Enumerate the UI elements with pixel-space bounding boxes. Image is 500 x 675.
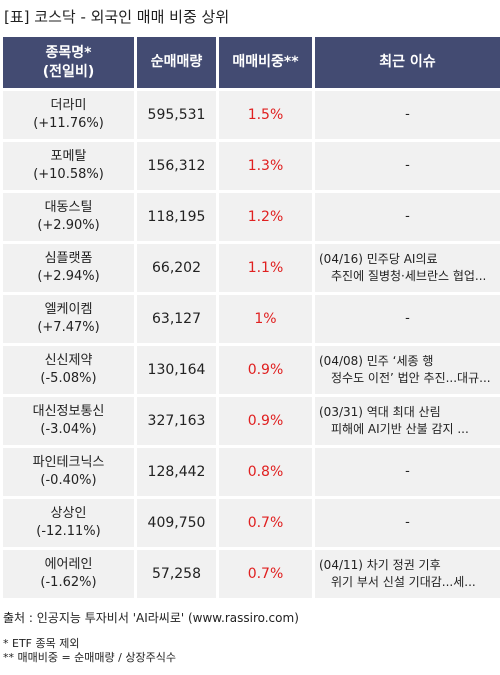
footnotes: * ETF 종목 제외 ** 매매비중 = 순매매량 / 상장주식수 — [3, 637, 176, 665]
stock-change: (+11.76%) — [33, 116, 104, 131]
header-volume: 순매매량 — [137, 37, 216, 88]
issue-line2: 정수도 이전’ 법안 추진...대규... — [331, 371, 491, 385]
table-row: 심플랫폼 (+2.94%) 66,202 1.1% (04/16) 민주당 AI의료 추진… — [3, 244, 500, 292]
table-body: 더라미 (+11.76%) 595,531 1.5% - 포메탈 (+10.58%) 156,… — [3, 91, 500, 598]
stock-name: 대동스틸 — [44, 200, 93, 215]
issue-line1: (03/31) 역대 최대 산림 — [319, 405, 441, 419]
stock-change: (-3.04%) — [40, 422, 97, 437]
trade-ratio: 1.5% — [219, 91, 312, 139]
table-row: 더라미 (+11.76%) 595,531 1.5% - — [3, 91, 500, 139]
net-volume: 409,750 — [137, 499, 216, 547]
stock-name-cell: 엘케이켐 (+7.47%) — [3, 295, 134, 343]
footnote-etf: * ETF 종목 제외 — [3, 637, 80, 650]
recent-issue: - — [315, 499, 500, 547]
stock-name-cell: 신신제약 (-5.08%) — [3, 346, 134, 394]
stock-name-cell: 더라미 (+11.76%) — [3, 91, 134, 139]
stock-name: 신신제약 — [44, 353, 93, 368]
stock-name: 에어레인 — [44, 557, 93, 572]
trade-ratio: 1.3% — [219, 142, 312, 190]
stock-name: 대신정보통신 — [32, 404, 105, 419]
issue-line1: (04/08) 민주 ‘세종 행 — [319, 354, 434, 368]
issue-line1: (04/11) 차기 정권 기후 — [319, 558, 441, 572]
table-row: 엘케이켐 (+7.47%) 63,127 1% - — [3, 295, 500, 343]
stock-name: 더라미 — [50, 98, 87, 113]
stock-name-cell: 심플랫폼 (+2.94%) — [3, 244, 134, 292]
net-volume: 595,531 — [137, 91, 216, 139]
trade-ratio: 0.7% — [219, 499, 312, 547]
net-volume: 128,442 — [137, 448, 216, 496]
net-volume: 57,258 — [137, 550, 216, 598]
trade-ratio: 0.9% — [219, 346, 312, 394]
header-name-line2: (전일비) — [42, 63, 95, 80]
stock-change: (-12.11%) — [36, 524, 101, 539]
issue-line1: (04/16) 민주당 AI의료 — [319, 252, 438, 266]
header-issue: 최근 이슈 — [315, 37, 500, 88]
issue-line2: 추진에 질병청·세브란스 협업... — [331, 269, 487, 283]
recent-issue: - — [315, 295, 500, 343]
trade-ratio: 0.8% — [219, 448, 312, 496]
stock-name-cell: 포메탈 (+10.58%) — [3, 142, 134, 190]
net-volume: 156,312 — [137, 142, 216, 190]
foreign-trade-ratio-table: 종목명* (전일비) 순매매량 매매비중** 최근 이슈 더라미 (+11.76%… — [0, 34, 500, 601]
table-row: 에어레인 (-1.62%) 57,258 0.7% (04/11) 차기 정권 기후 위기… — [3, 550, 500, 598]
stock-name-cell: 에어레인 (-1.62%) — [3, 550, 134, 598]
header-name-line1: 종목명* — [45, 44, 92, 61]
net-volume: 130,164 — [137, 346, 216, 394]
table-header-row: 종목명* (전일비) 순매매량 매매비중** 최근 이슈 — [3, 37, 500, 88]
stock-name-cell: 대동스틸 (+2.90%) — [3, 193, 134, 241]
net-volume: 63,127 — [137, 295, 216, 343]
trade-ratio: 0.7% — [219, 550, 312, 598]
table-row: 상상인 (-12.11%) 409,750 0.7% - — [3, 499, 500, 547]
recent-issue: - — [315, 193, 500, 241]
trade-ratio: 1% — [219, 295, 312, 343]
table-row: 대신정보통신 (-3.04%) 327,163 0.9% (03/31) 역대 최대 산… — [3, 397, 500, 445]
trade-ratio: 0.9% — [219, 397, 312, 445]
stock-name: 포메탈 — [50, 149, 87, 164]
stock-name: 엘케이켐 — [44, 302, 93, 317]
table-row: 파인테크닉스 (-0.40%) 128,442 0.8% - — [3, 448, 500, 496]
stock-name-cell: 대신정보통신 (-3.04%) — [3, 397, 134, 445]
stock-name-cell: 상상인 (-12.11%) — [3, 499, 134, 547]
stock-change: (-5.08%) — [40, 371, 97, 386]
net-volume: 327,163 — [137, 397, 216, 445]
trade-ratio: 1.1% — [219, 244, 312, 292]
stock-name-cell: 파인테크닉스 (-0.40%) — [3, 448, 134, 496]
net-volume: 118,195 — [137, 193, 216, 241]
header-name: 종목명* (전일비) — [3, 37, 134, 88]
source-note: 출처 : 인공지능 투자비서 'AI라씨로' (www.rassiro.com) — [3, 611, 299, 625]
issue-line2: 위기 부서 신설 기대감...세... — [331, 575, 476, 589]
net-volume: 66,202 — [137, 244, 216, 292]
recent-issue: - — [315, 142, 500, 190]
stock-change: (-0.40%) — [40, 473, 97, 488]
recent-issue: - — [315, 91, 500, 139]
stock-name: 파인테크닉스 — [32, 455, 105, 470]
recent-issue: - — [315, 448, 500, 496]
table-row: 대동스틸 (+2.90%) 118,195 1.2% - — [3, 193, 500, 241]
stock-name: 상상인 — [50, 506, 87, 521]
trade-ratio: 1.2% — [219, 193, 312, 241]
stock-change: (+7.47%) — [37, 320, 100, 335]
issue-line2: 피해에 AI기반 산불 감지 ... — [331, 422, 469, 436]
stock-change: (-1.62%) — [40, 575, 97, 590]
page-title: [표] 코스닥 - 외국인 매매 비중 상위 — [4, 8, 230, 26]
header-ratio: 매매비중** — [219, 37, 312, 88]
stock-change: (+2.94%) — [37, 269, 100, 284]
footnote-ratio: ** 매매비중 = 순매매량 / 상장주식수 — [3, 651, 176, 664]
stock-change: (+2.90%) — [37, 218, 100, 233]
table-row: 포메탈 (+10.58%) 156,312 1.3% - — [3, 142, 500, 190]
stock-name: 심플랫폼 — [44, 251, 93, 266]
stock-change: (+10.58%) — [33, 167, 104, 182]
